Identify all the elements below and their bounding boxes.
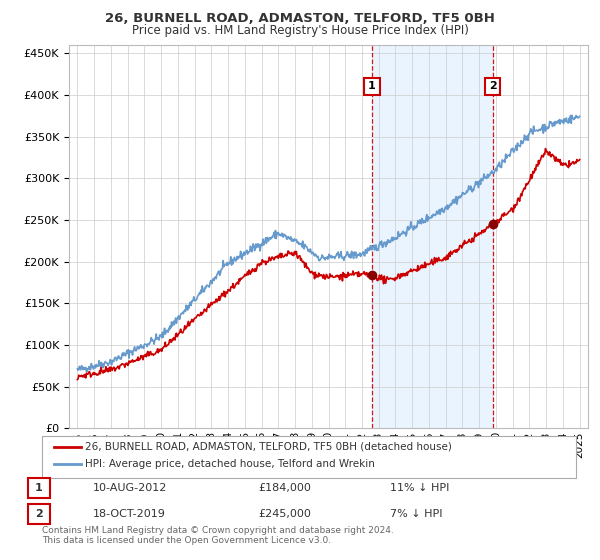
Bar <box>372 45 493 428</box>
Text: 26, BURNELL ROAD, ADMASTON, TELFORD, TF5 0BH (detached house): 26, BURNELL ROAD, ADMASTON, TELFORD, TF5… <box>85 442 452 452</box>
Text: 1: 1 <box>368 82 376 91</box>
Text: Contains HM Land Registry data © Crown copyright and database right 2024.
This d: Contains HM Land Registry data © Crown c… <box>42 526 394 545</box>
Text: £184,000: £184,000 <box>258 483 311 493</box>
Text: 26, BURNELL ROAD, ADMASTON, TELFORD, TF5 0BH: 26, BURNELL ROAD, ADMASTON, TELFORD, TF5… <box>105 12 495 25</box>
Text: 2: 2 <box>488 82 496 91</box>
Text: 1: 1 <box>35 483 43 493</box>
Text: £245,000: £245,000 <box>258 509 311 519</box>
Text: Price paid vs. HM Land Registry's House Price Index (HPI): Price paid vs. HM Land Registry's House … <box>131 24 469 36</box>
Text: 10-AUG-2012: 10-AUG-2012 <box>93 483 167 493</box>
Text: 11% ↓ HPI: 11% ↓ HPI <box>390 483 449 493</box>
Text: HPI: Average price, detached house, Telford and Wrekin: HPI: Average price, detached house, Telf… <box>85 459 375 469</box>
Text: 18-OCT-2019: 18-OCT-2019 <box>93 509 166 519</box>
Text: 7% ↓ HPI: 7% ↓ HPI <box>390 509 443 519</box>
Text: 2: 2 <box>35 509 43 519</box>
